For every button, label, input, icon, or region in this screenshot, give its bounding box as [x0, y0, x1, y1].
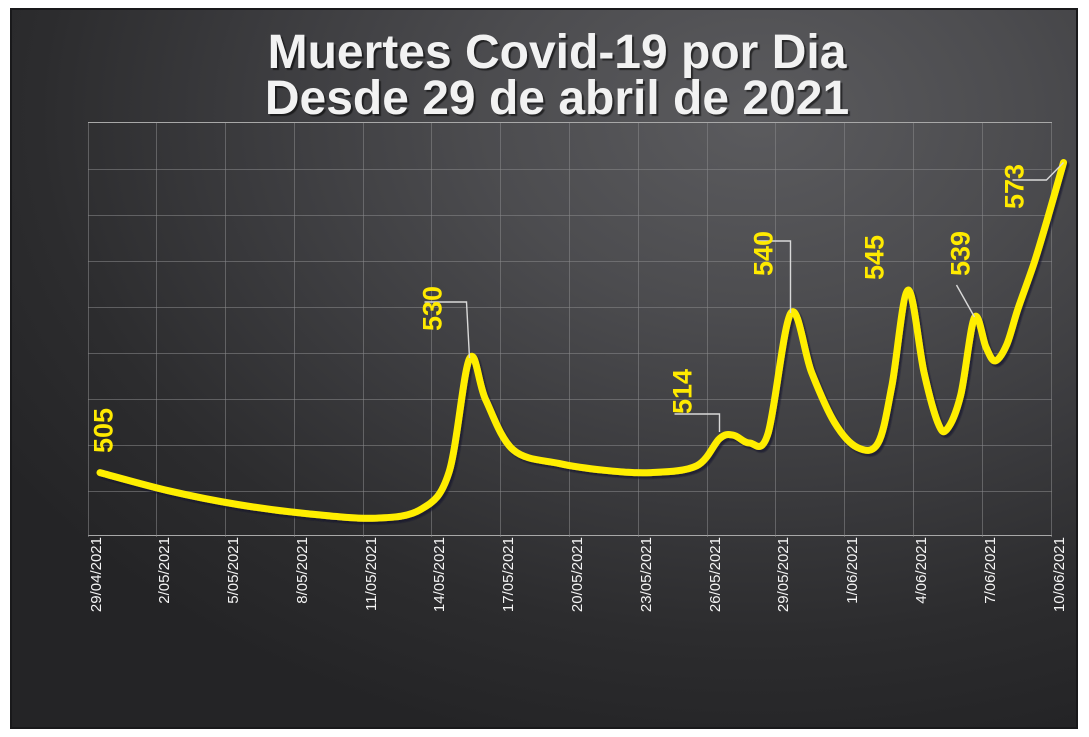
svg-text:514: 514 [667, 369, 697, 414]
svg-text:539: 539 [945, 231, 975, 276]
svg-text:505: 505 [88, 408, 118, 453]
svg-text:573: 573 [999, 164, 1029, 209]
svg-text:545: 545 [859, 235, 889, 280]
svg-text:530: 530 [417, 286, 447, 331]
svg-text:540: 540 [748, 231, 778, 276]
